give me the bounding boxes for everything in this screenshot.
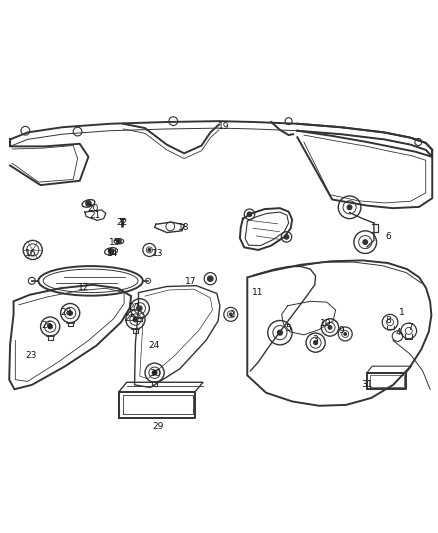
Text: 31: 31 [361,381,373,390]
Circle shape [68,311,72,315]
Circle shape [148,249,151,251]
Text: 4: 4 [396,328,401,337]
Circle shape [344,333,346,335]
Text: 10: 10 [320,319,332,328]
Circle shape [314,341,318,344]
Text: 16: 16 [25,249,37,258]
Text: 13: 13 [152,249,164,258]
Text: 11: 11 [252,288,264,297]
Circle shape [48,325,52,329]
Circle shape [347,205,352,209]
Text: 7: 7 [408,323,413,332]
Text: 24: 24 [148,341,159,350]
Text: 19: 19 [218,122,229,131]
Circle shape [208,276,213,281]
Text: 23: 23 [25,351,37,360]
Text: 29: 29 [152,422,164,431]
Circle shape [278,330,283,335]
Text: 5: 5 [286,324,292,333]
Circle shape [117,239,121,244]
Text: 2: 2 [229,310,235,319]
Text: 3: 3 [312,335,318,344]
Circle shape [328,326,332,329]
Circle shape [284,235,289,239]
Circle shape [230,313,232,316]
Text: 20: 20 [87,204,99,213]
Text: 1: 1 [399,308,405,317]
Text: 25: 25 [124,314,135,323]
Circle shape [109,249,114,254]
Text: 28: 28 [60,308,71,317]
Circle shape [152,370,157,375]
Text: 26: 26 [42,321,53,330]
Circle shape [133,318,138,322]
Text: 12: 12 [78,283,90,292]
Text: 21: 21 [89,211,101,220]
Text: 27: 27 [128,303,140,312]
Text: 8: 8 [386,317,392,326]
Circle shape [247,212,252,216]
Circle shape [86,201,91,206]
Text: 9: 9 [338,326,344,335]
Circle shape [138,306,142,310]
Text: 17: 17 [185,277,197,286]
Text: 18: 18 [178,223,190,232]
Text: 6: 6 [386,231,392,240]
Text: 14: 14 [107,249,118,258]
Text: 30: 30 [149,369,160,377]
Text: 22: 22 [117,219,128,228]
Text: 15: 15 [109,238,120,247]
Circle shape [363,240,367,245]
